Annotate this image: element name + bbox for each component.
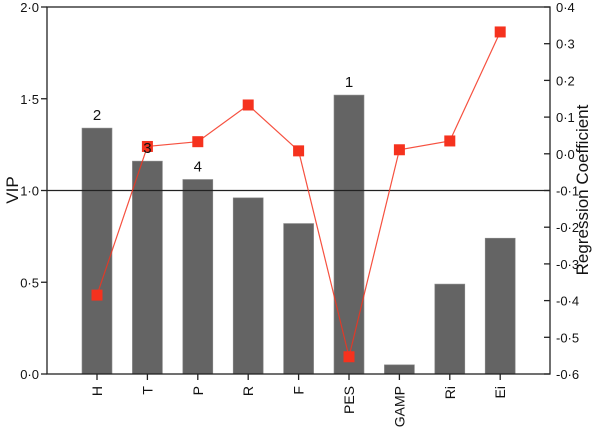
right-axis-ticks: -0·6 -0·5 -0·4 -0·3 -0·2 -0·1 0·0 0·1 0·2 0·3 0·4 (544, 0, 579, 382)
vip-bar-t (132, 160, 163, 375)
y2-tick-label: -0·2 (556, 220, 579, 235)
vip-bar-p (182, 179, 214, 375)
x-tick-label-p: P (190, 386, 206, 395)
regression-coefficient-line (91, 26, 506, 363)
x-tick-label-pes: PES (341, 386, 357, 414)
x-tick-label-h: H (89, 386, 105, 396)
y2-tick-label: 0·3 (556, 37, 575, 52)
vip-bars (81, 94, 516, 375)
vip-bar-h (81, 127, 113, 375)
y-tick-label: 1·5 (20, 92, 39, 107)
y2-tick-label: 0·0 (556, 147, 575, 162)
y-tick-label: 0·5 (20, 275, 39, 290)
y2-tick-label: -0·4 (556, 294, 579, 309)
y-tick-label: 0·0 (20, 367, 39, 382)
x-axis-ticks: H T P R F PES GAMP Ri Ei (89, 374, 508, 427)
x-tick-label-ei: Ei (492, 386, 508, 398)
regression-marker-ei (494, 26, 506, 38)
y2-tick-label: 0·4 (556, 0, 575, 15)
y-tick-label: 1·0 (20, 184, 39, 199)
regression-marker-h (91, 289, 103, 301)
vip-bar-ri (434, 283, 466, 375)
x-tick-label-r: R (240, 386, 256, 396)
vip-bar-f (283, 223, 314, 375)
regression-marker-ri (444, 135, 456, 147)
left-axis-ticks: 0·0 0·5 1·0 1·5 2·0 (20, 0, 47, 382)
regression-marker-t (141, 140, 153, 152)
y-axis-label: VIP (3, 176, 22, 203)
x-tick-label-f: F (291, 386, 307, 395)
y2-tick-label: 0·1 (556, 110, 575, 125)
y2-axis-label: Regression Coefficient (573, 104, 592, 275)
vip-bar-ei (484, 237, 516, 375)
y2-tick-label: 0·2 (556, 73, 575, 88)
x-tick-label-t: T (139, 386, 155, 395)
rank-label: 3 (143, 140, 151, 157)
regression-marker-f (293, 145, 305, 157)
y2-tick-label: -0·6 (556, 367, 579, 382)
regression-marker-gamp (393, 144, 405, 156)
x-tick-label-gamp: GAMP (391, 386, 407, 427)
y2-tick-label: -0·5 (556, 330, 579, 345)
x-tick-label-ri: Ri (442, 386, 458, 399)
rank-label: 1 (345, 74, 353, 91)
regression-marker-pes (343, 351, 355, 363)
rank-labels: 1 2 3 4 (93, 74, 353, 175)
regression-marker-r (242, 99, 254, 111)
y2-tick-label: -0·1 (556, 184, 579, 199)
vip-bar-pes (333, 94, 365, 375)
vip-bar-r (232, 197, 264, 375)
y-tick-label: 2·0 (20, 0, 39, 15)
rank-label: 4 (194, 158, 202, 175)
regression-marker-p (192, 136, 204, 148)
y2-tick-label: -0·3 (556, 257, 579, 272)
vip-bar-gamp (384, 364, 415, 375)
rank-label: 2 (93, 107, 101, 124)
